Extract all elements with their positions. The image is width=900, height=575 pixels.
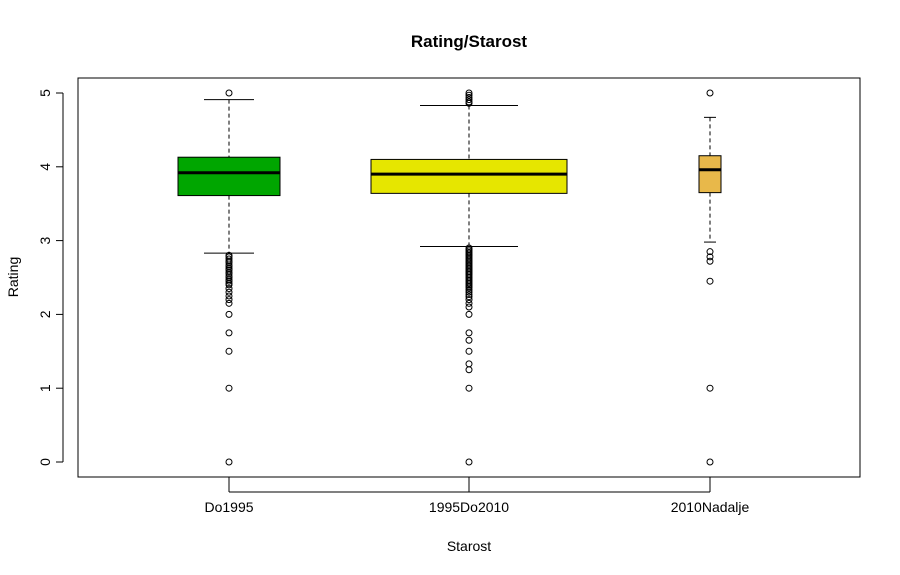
- y-tick-label-5: 5: [37, 89, 53, 97]
- outlier-point-0: [225, 89, 233, 97]
- outlier-point-5: [706, 384, 714, 392]
- outlier-point-3: [706, 257, 714, 265]
- box-1995Do2010: [370, 89, 568, 466]
- y-tick-label-3: 3: [37, 236, 53, 244]
- outlier-point-0: [706, 89, 714, 97]
- box-Do1995: [177, 89, 281, 466]
- outlier-point-33: [465, 284, 473, 292]
- box-rect: [698, 155, 722, 194]
- outlier-point-45: [465, 360, 473, 368]
- outlier-point-20: [225, 292, 233, 300]
- outlier-point-48: [465, 458, 473, 466]
- y-axis-label: Rating: [5, 257, 21, 297]
- y-tick-label-2: 2: [37, 310, 53, 318]
- outlier-point-5: [465, 99, 473, 107]
- x-tick-label-1: 1995Do2010: [429, 499, 509, 515]
- outlier-point-37: [465, 293, 473, 301]
- x-axis: Do1995 1995Do2010 2010Nadalje: [204, 477, 750, 515]
- outlier-point-18: [225, 285, 233, 293]
- outlier-point-39: [465, 299, 473, 307]
- boxes-group: [177, 89, 722, 466]
- outlier-point-24: [225, 329, 233, 337]
- chart-title: Rating/Starost: [411, 32, 528, 51]
- outlier-point-41: [465, 310, 473, 318]
- outlier-point-43: [465, 336, 473, 344]
- outlier-point-15: [225, 277, 233, 285]
- outlier-point-35: [465, 288, 473, 296]
- outlier-point-27: [225, 458, 233, 466]
- outlier-point-2: [706, 253, 714, 261]
- x-tick-label-2: 2010Nadalje: [671, 499, 750, 515]
- outlier-point-4: [706, 277, 714, 285]
- outlier-point-1: [706, 248, 714, 256]
- outlier-point-26: [225, 384, 233, 392]
- outlier-point-38: [465, 296, 473, 304]
- outlier-point-1: [465, 91, 473, 99]
- outlier-point-47: [465, 384, 473, 392]
- outlier-point-0: [465, 89, 473, 97]
- y-tick-label-0: 0: [37, 458, 53, 466]
- outlier-point-42: [465, 329, 473, 337]
- outlier-point-3: [465, 96, 473, 104]
- box-rect: [370, 158, 568, 194]
- outlier-point-22: [225, 299, 233, 307]
- outlier-point-21: [225, 296, 233, 304]
- outlier-point-17: [225, 281, 233, 289]
- outlier-point-19: [225, 288, 233, 296]
- outlier-point-23: [225, 310, 233, 318]
- x-tick-label-0: Do1995: [204, 499, 253, 515]
- outlier-point-6: [706, 458, 714, 466]
- outlier-point-36: [465, 290, 473, 298]
- outlier-point-44: [465, 347, 473, 355]
- x-axis-label: Starost: [447, 538, 491, 554]
- outlier-point-46: [465, 366, 473, 374]
- y-axis: 0 1 2 3 4 5: [37, 89, 64, 466]
- outlier-point-40: [465, 303, 473, 311]
- outlier-point-34: [465, 286, 473, 294]
- outlier-point-25: [225, 347, 233, 355]
- y-tick-label-4: 4: [37, 163, 53, 171]
- box-2010Nadalje: [698, 89, 722, 466]
- y-tick-label-1: 1: [37, 384, 53, 392]
- box-rect: [177, 156, 281, 197]
